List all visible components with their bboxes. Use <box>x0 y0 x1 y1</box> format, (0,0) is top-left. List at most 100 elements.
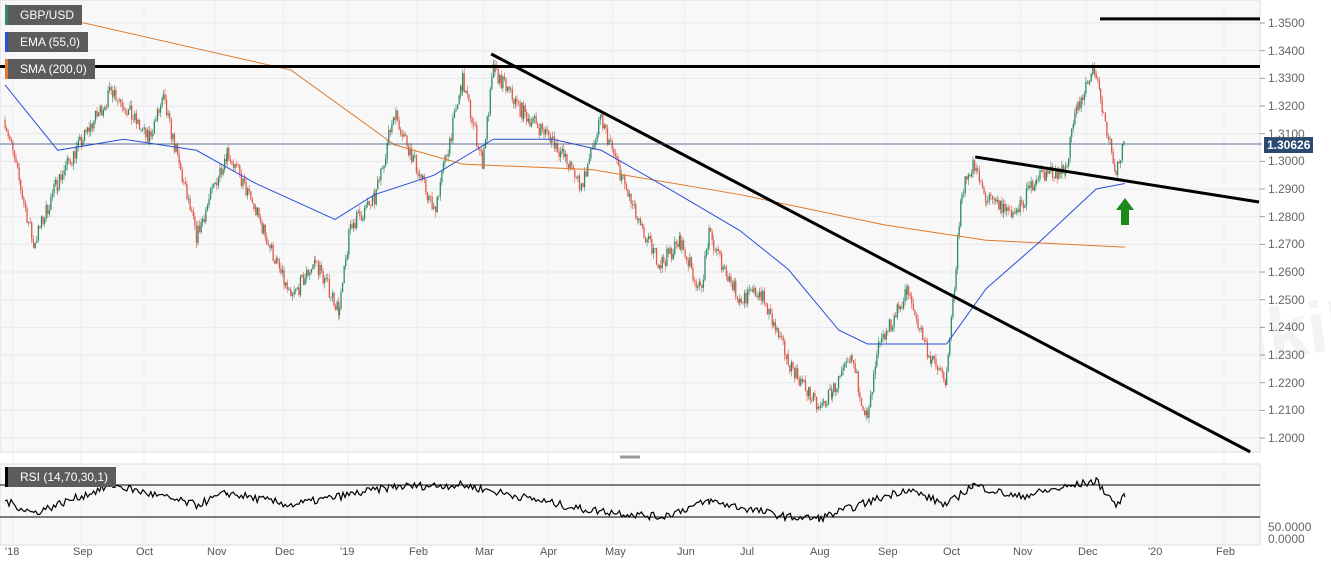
candle-body <box>296 287 298 290</box>
candle-body <box>53 184 55 194</box>
candle-body <box>469 100 472 118</box>
candle-body <box>801 378 804 382</box>
candle-body <box>988 194 991 201</box>
candle-body <box>558 151 560 157</box>
candle-body <box>102 110 105 116</box>
candle-body <box>281 270 284 274</box>
candle-body <box>183 182 185 183</box>
candle-body <box>91 123 94 129</box>
candle-body <box>261 221 263 234</box>
candle-body <box>895 315 897 318</box>
legend-symbol[interactable]: GBP/USD <box>5 5 83 25</box>
candle-body <box>1075 106 1078 111</box>
candle-body <box>340 292 342 309</box>
candle-body <box>222 169 224 175</box>
candle-body <box>1121 144 1123 161</box>
candle-body <box>245 181 247 196</box>
candle-body <box>99 106 101 113</box>
candle-body <box>599 116 601 121</box>
candle-body <box>758 295 760 298</box>
candle-body <box>643 227 645 239</box>
candle-body <box>529 118 531 127</box>
candle-body <box>1006 207 1008 212</box>
candle-body <box>535 116 537 124</box>
candle-body <box>27 222 30 224</box>
candle-body <box>363 207 366 219</box>
candle-body <box>551 137 553 143</box>
candle-body <box>258 207 260 218</box>
candle-body <box>74 151 76 159</box>
x-tick-label: '18 <box>5 546 20 558</box>
candle-body <box>747 289 749 304</box>
candle-body <box>920 327 922 330</box>
candle-body <box>780 336 783 337</box>
candle-body <box>735 280 737 297</box>
candle-body <box>359 211 361 216</box>
candle-body <box>417 172 419 176</box>
candle-body <box>693 280 696 281</box>
candle-body <box>120 99 122 103</box>
candle-body <box>483 147 485 169</box>
candle-body <box>226 147 228 162</box>
candle-body <box>890 319 892 331</box>
candle-body <box>617 159 620 165</box>
y-tick-label: 1.3000 <box>1268 154 1305 169</box>
x-tick-label: Mar <box>475 546 494 558</box>
candle-body <box>727 275 729 282</box>
candle-body <box>349 225 352 230</box>
candle-body <box>445 155 448 157</box>
candle-body <box>105 106 108 108</box>
candle-body <box>526 111 528 122</box>
candle-body <box>1118 161 1120 164</box>
candle-body <box>1044 172 1046 181</box>
candle-body <box>248 188 250 191</box>
candle-body <box>981 182 984 188</box>
legend-sma[interactable]: SMA (200,0) <box>5 59 95 79</box>
candle-body <box>1085 82 1087 94</box>
candle-body <box>865 410 867 416</box>
candle-body <box>651 238 653 254</box>
candle-body <box>16 162 19 168</box>
legend-rsi[interactable]: RSI (14,70,30,1) <box>5 467 117 487</box>
candle-body <box>848 361 851 363</box>
candle-body <box>286 282 288 290</box>
candle-body <box>134 113 136 120</box>
candle-body <box>818 406 820 408</box>
candle-body <box>811 400 813 402</box>
candle-body <box>1053 177 1055 178</box>
candle-body <box>932 355 934 361</box>
candle-body <box>713 240 715 251</box>
candle-body <box>871 392 873 396</box>
price-panel <box>0 0 1261 453</box>
candle-body <box>1016 209 1018 212</box>
candle-body <box>378 179 381 181</box>
legend-ema[interactable]: EMA (55,0) <box>5 32 89 52</box>
candle-body <box>58 174 61 189</box>
candle-body <box>153 121 155 134</box>
candle-body <box>517 101 520 103</box>
candle-body <box>1066 166 1068 167</box>
candle-body <box>827 389 830 405</box>
candle-body <box>583 171 586 188</box>
candle-body <box>508 86 510 90</box>
candle-body <box>409 148 411 156</box>
candle-body <box>661 257 663 269</box>
candle-body <box>594 140 597 146</box>
candle-body <box>544 129 547 135</box>
candle-body <box>1103 112 1105 113</box>
candle-body <box>208 199 210 206</box>
candle-body <box>763 290 766 304</box>
candle-body <box>882 334 884 338</box>
candle-body <box>719 250 721 254</box>
candle-body <box>593 145 595 150</box>
candle-body <box>677 243 679 248</box>
candle-body <box>497 68 499 84</box>
candle-body <box>956 236 959 269</box>
candle-body <box>513 99 515 105</box>
candle-body <box>711 231 713 241</box>
candle-body <box>110 87 112 91</box>
candle-body <box>996 199 998 202</box>
candle-body <box>274 260 276 264</box>
candle-body <box>37 225 40 241</box>
